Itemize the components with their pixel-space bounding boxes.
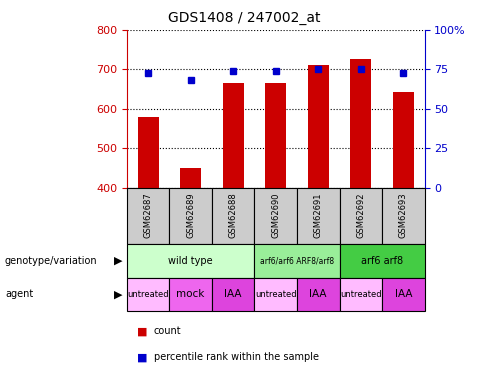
Text: GSM62688: GSM62688 [229, 193, 238, 238]
Text: GSM62693: GSM62693 [399, 193, 408, 238]
Text: genotype/variation: genotype/variation [5, 256, 98, 266]
Bar [254, 188, 297, 244]
Bar [393, 92, 414, 188]
Text: GSM62689: GSM62689 [186, 193, 195, 238]
Bar [340, 188, 382, 244]
Bar [382, 278, 425, 311]
Text: ■: ■ [137, 326, 147, 336]
Bar [127, 278, 169, 311]
Text: wild type: wild type [168, 256, 213, 266]
Text: IAA: IAA [394, 290, 412, 299]
Text: count: count [154, 326, 182, 336]
Bar [340, 278, 382, 311]
Bar [254, 278, 297, 311]
Text: GSM62692: GSM62692 [356, 193, 366, 238]
Text: IAA: IAA [309, 290, 327, 299]
Bar [169, 278, 212, 311]
Bar [297, 188, 340, 244]
Text: IAA: IAA [224, 290, 242, 299]
Text: ▶: ▶ [114, 290, 122, 299]
Text: untreated: untreated [127, 290, 169, 299]
Bar [382, 188, 425, 244]
Bar [212, 278, 254, 311]
Text: percentile rank within the sample: percentile rank within the sample [154, 352, 319, 363]
Text: ▶: ▶ [114, 256, 122, 266]
Bar [180, 168, 202, 188]
Bar [127, 244, 254, 278]
Bar [254, 244, 340, 278]
Bar [265, 83, 286, 188]
Text: GSM62690: GSM62690 [271, 193, 280, 238]
Text: untreated: untreated [340, 290, 382, 299]
Text: untreated: untreated [255, 290, 297, 299]
Text: GSM62687: GSM62687 [143, 193, 153, 238]
Bar [169, 188, 212, 244]
Bar [307, 65, 329, 188]
Text: mock: mock [177, 290, 205, 299]
Text: GDS1408 / 247002_at: GDS1408 / 247002_at [168, 11, 320, 25]
Bar [212, 188, 254, 244]
Bar [127, 188, 169, 244]
Bar [297, 278, 340, 311]
Text: arf6/arf6 ARF8/arf8: arf6/arf6 ARF8/arf8 [260, 256, 334, 265]
Bar [350, 59, 371, 188]
Bar [340, 244, 425, 278]
Bar [138, 117, 159, 188]
Text: arf6 arf8: arf6 arf8 [361, 256, 403, 266]
Bar [223, 83, 244, 188]
Text: GSM62691: GSM62691 [314, 193, 323, 238]
Text: ■: ■ [137, 352, 147, 363]
Text: agent: agent [5, 290, 33, 299]
